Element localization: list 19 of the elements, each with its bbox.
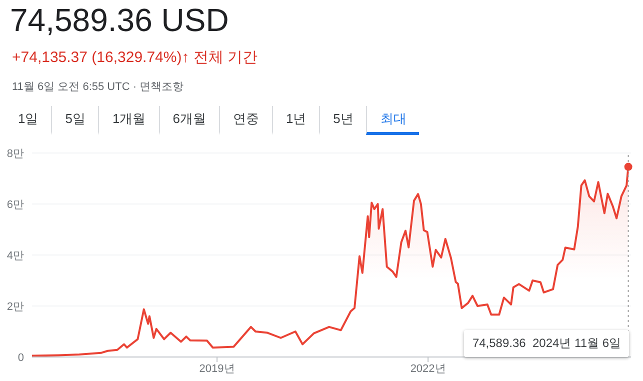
text: 최대 (366, 106, 420, 135)
text: 5일 (51, 106, 98, 135)
text: 1일 (17, 110, 40, 128)
y-tick-label: 6만 (6, 198, 24, 211)
text: 1개월 (98, 106, 159, 135)
y-tick-label: 2만 (6, 300, 24, 313)
y-tick-label: 4만 (6, 250, 24, 262)
x-tick-label: 2022년 (410, 362, 446, 375)
text: 5년 (319, 106, 366, 135)
text: 연중 (218, 106, 272, 135)
text: 1년 (272, 106, 320, 135)
x-tick-label: 2019년 (199, 362, 235, 375)
text: 11월 6일 오전 6:55 UTC · 면책조항 (12, 80, 184, 94)
chart-subtitle: +74,135.37 (16,329.74%)↑ 전체 기간 (12, 48, 258, 67)
y-tick-label: 0 (18, 352, 24, 364)
text: 6개월 (158, 106, 219, 135)
y-tick-label: 8만 (6, 148, 24, 160)
chart-title: 74,589.36 USD (10, 2, 229, 39)
annotation: 74,589.36 2024년 11월 6일 (464, 330, 629, 357)
